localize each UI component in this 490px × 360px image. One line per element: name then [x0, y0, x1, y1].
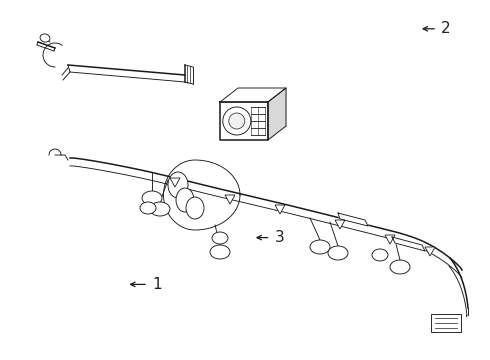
- Text: 1: 1: [152, 277, 162, 292]
- Ellipse shape: [168, 172, 188, 198]
- Ellipse shape: [390, 260, 410, 274]
- Ellipse shape: [140, 202, 156, 214]
- Circle shape: [229, 113, 245, 129]
- Polygon shape: [338, 213, 368, 226]
- Polygon shape: [268, 88, 286, 140]
- Ellipse shape: [150, 202, 170, 216]
- Ellipse shape: [212, 232, 228, 244]
- Polygon shape: [335, 220, 345, 229]
- Ellipse shape: [310, 240, 330, 254]
- Ellipse shape: [176, 188, 194, 212]
- Polygon shape: [220, 102, 268, 140]
- Polygon shape: [220, 88, 286, 102]
- Ellipse shape: [210, 245, 230, 259]
- Polygon shape: [225, 195, 235, 204]
- Circle shape: [223, 107, 251, 135]
- Ellipse shape: [328, 246, 348, 260]
- FancyBboxPatch shape: [431, 314, 461, 332]
- Polygon shape: [170, 178, 180, 187]
- Polygon shape: [385, 235, 395, 244]
- Text: 2: 2: [441, 21, 451, 36]
- Polygon shape: [275, 205, 285, 214]
- Ellipse shape: [186, 197, 204, 219]
- Polygon shape: [392, 237, 425, 251]
- Ellipse shape: [142, 191, 162, 205]
- Polygon shape: [425, 247, 435, 256]
- Ellipse shape: [40, 34, 50, 42]
- Ellipse shape: [372, 249, 388, 261]
- Text: 3: 3: [274, 230, 284, 245]
